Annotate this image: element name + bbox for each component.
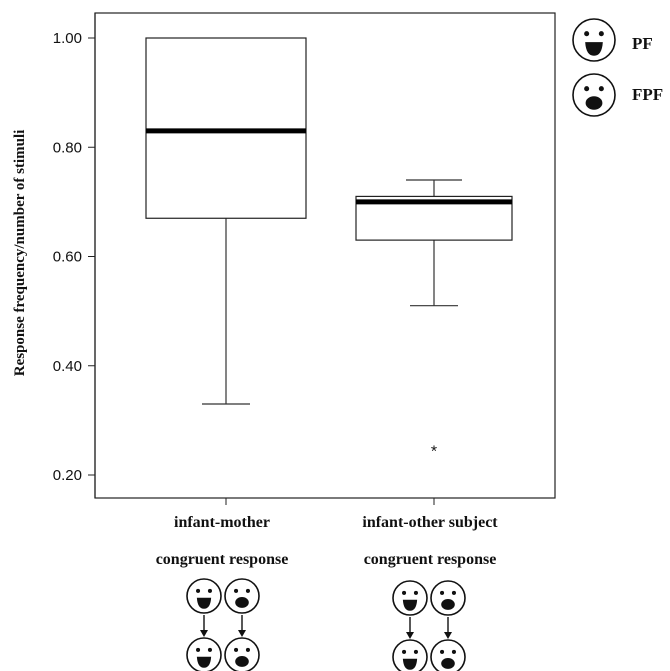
face-outline xyxy=(430,580,466,616)
face-eye xyxy=(598,86,604,92)
arrow-head xyxy=(238,630,246,637)
face-outline xyxy=(392,639,428,671)
y-tick-label: 0.20 xyxy=(53,467,82,484)
face-mouth xyxy=(402,658,418,670)
face-eye xyxy=(402,649,407,654)
down-arrow-icon xyxy=(238,615,246,637)
y-axis-title: Response frequency/number of stimuli xyxy=(12,130,28,377)
face-outline xyxy=(572,73,616,117)
category-label-line2: congruent response xyxy=(364,551,497,568)
legend-label: PF xyxy=(632,34,653,53)
surprised-face-icon xyxy=(224,578,260,614)
down-arrow-icon xyxy=(200,615,208,637)
face-eye xyxy=(598,31,604,37)
surprised-face-icon xyxy=(224,637,260,671)
y-tick-label: 0.40 xyxy=(53,358,82,375)
smiling-face-icon xyxy=(392,639,428,671)
face-eye xyxy=(451,590,456,595)
smiling-face-icon xyxy=(392,580,428,616)
y-tick-label: 0.60 xyxy=(53,249,82,266)
face-mouth xyxy=(196,597,212,609)
face-diagram-1 xyxy=(186,578,260,671)
smiling-face-icon xyxy=(186,578,222,614)
down-arrow-icon xyxy=(444,617,452,639)
face-eye xyxy=(207,647,212,652)
category-label-line2: congruent response xyxy=(156,551,289,568)
face-eye xyxy=(245,588,250,593)
face-eye xyxy=(245,647,250,652)
face-outline xyxy=(572,18,616,62)
face-eye xyxy=(402,590,407,595)
face-outline xyxy=(186,578,222,614)
outlier-marker: * xyxy=(431,444,437,461)
y-tick-label: 0.80 xyxy=(53,139,82,156)
face-eye xyxy=(584,31,590,37)
face-eye xyxy=(451,649,456,654)
category-label-line1: infant-other subject xyxy=(362,514,498,531)
face-mouth xyxy=(585,96,603,110)
face-outline xyxy=(224,578,260,614)
smiling-face-icon xyxy=(186,637,222,671)
face-mouth xyxy=(402,599,418,611)
box-1 xyxy=(145,37,307,405)
face-eye xyxy=(584,86,590,92)
down-arrow-icon xyxy=(406,617,414,639)
face-eye xyxy=(413,649,418,654)
face-eye xyxy=(440,590,445,595)
face-eye xyxy=(196,588,201,593)
face-mouth xyxy=(196,656,212,668)
face-eye xyxy=(207,588,212,593)
iqr-box xyxy=(145,37,307,219)
surprised-face-icon xyxy=(572,73,616,117)
face-outline xyxy=(392,580,428,616)
face-mouth xyxy=(585,42,603,56)
y-tick-label: 1.00 xyxy=(53,30,82,47)
legend-item: PF xyxy=(572,18,653,62)
face-mouth xyxy=(441,658,455,669)
face-eye xyxy=(413,590,418,595)
face-eye xyxy=(234,588,239,593)
legend-label: FPF xyxy=(632,85,663,104)
boxes-group: * xyxy=(145,37,513,461)
arrow-head xyxy=(406,632,414,639)
face-diagram-2 xyxy=(392,580,466,671)
face-mouth xyxy=(235,656,249,667)
face-outline xyxy=(430,639,466,671)
arrow-head xyxy=(200,630,208,637)
face-mouth xyxy=(235,597,249,608)
face-eye xyxy=(196,647,201,652)
category-labels: infant-mother congruent response infant-ot… xyxy=(156,498,498,568)
arrow-head xyxy=(444,632,452,639)
face-outline xyxy=(186,637,222,671)
smiling-face-icon xyxy=(572,18,616,62)
box-2: * xyxy=(355,179,513,461)
surprised-face-icon xyxy=(430,580,466,616)
legend: PF FPF xyxy=(572,18,663,117)
y-axis: 0.20 0.40 0.60 0.80 1.00 xyxy=(53,13,96,498)
face-outline xyxy=(224,637,260,671)
face-eye xyxy=(440,649,445,654)
surprised-face-icon xyxy=(430,639,466,671)
face-mouth xyxy=(441,599,455,610)
face-eye xyxy=(234,647,239,652)
category-label-line1: infant-mother xyxy=(174,514,270,531)
face-diagrams xyxy=(186,578,466,671)
legend-item: FPF xyxy=(572,73,663,117)
